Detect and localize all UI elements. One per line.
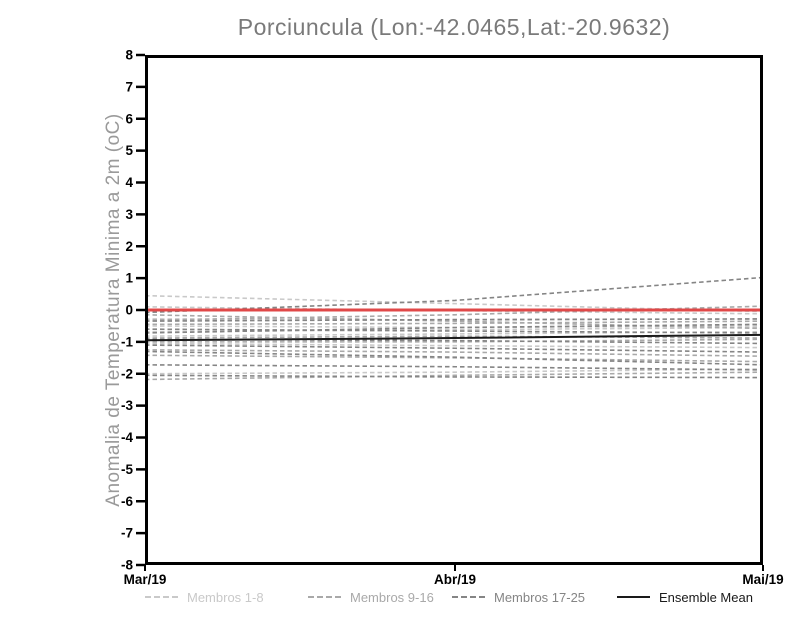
members-9-16	[144, 305, 764, 321]
members-1-8	[144, 330, 764, 337]
legend-label: Membros 17-25	[494, 589, 586, 605]
x-tick-label: Mar/19	[124, 572, 167, 587]
y-tick-label: -4	[121, 430, 133, 445]
x-tick-label: Abr/19	[434, 572, 476, 587]
y-tick-label: 6	[125, 111, 133, 126]
members-17-25	[144, 350, 764, 366]
members-17-25	[144, 338, 764, 345]
legend-label: Ensemble Mean	[659, 589, 753, 605]
y-tick-label: 3	[125, 207, 133, 222]
members-9-16	[144, 313, 764, 330]
y-tick-label: 0	[125, 303, 133, 318]
legend-entry: Membros 1-8	[145, 586, 264, 608]
members-9-16	[144, 349, 764, 358]
chart-title: Porciuncula (Lon:-42.0465,Lat:-20.9632)	[237, 14, 671, 40]
members-1-8	[144, 326, 764, 333]
legend-label: Membros 9-16	[350, 589, 434, 605]
plot-frame	[145, 55, 763, 565]
members-9-16	[144, 335, 764, 339]
legend-sample	[145, 596, 178, 598]
members-9-16	[145, 338, 764, 343]
members-9-16	[144, 320, 764, 326]
x-tick-label: Mai/19	[742, 572, 783, 587]
y-tick-label: 7	[125, 79, 133, 94]
members-1-8	[144, 368, 764, 375]
members-1-8	[144, 294, 764, 313]
members-17-25	[144, 344, 764, 353]
y-tick-label: -3	[121, 398, 133, 413]
ensemble-mean-line	[144, 333, 764, 342]
members-9-16	[144, 354, 764, 363]
y-tick-label: 1	[125, 271, 133, 286]
y-tick-label: -6	[121, 494, 133, 509]
legend: Membros 1-8 Membros 9-16 Membros 17-25 E…	[0, 586, 800, 608]
y-tick-label: -8	[121, 558, 133, 573]
legend-entry: Ensemble Mean	[617, 586, 753, 608]
members-17-25	[144, 276, 764, 314]
legend-entry: Membros 9-16	[308, 586, 434, 608]
y-axis-title: Anomalia de Temperatura Minima a 2m (oC)	[103, 113, 124, 507]
y-tick-label: 5	[125, 143, 133, 158]
legend-entry: Membros 17-25	[452, 586, 585, 608]
legend-sample	[452, 596, 485, 598]
legend-sample	[617, 596, 650, 598]
y-tick-label: -7	[121, 526, 133, 541]
y-tick-label: -2	[121, 366, 133, 381]
members-1-8	[144, 342, 764, 349]
members-17-25	[144, 323, 764, 334]
y-tick-label: -5	[121, 462, 133, 477]
y-tick-label: -1	[121, 334, 133, 349]
members-9-16	[144, 371, 764, 381]
members-17-25	[144, 374, 764, 379]
y-tick-label: 4	[125, 175, 133, 190]
y-tick-label: 8	[125, 48, 133, 63]
legend-sample	[308, 596, 341, 598]
legend-label: Membros 1-8	[187, 589, 264, 605]
y-tick-label: 2	[125, 239, 133, 254]
members-17-25	[144, 364, 764, 371]
members-17-25	[144, 318, 764, 322]
members-17-25	[144, 328, 764, 334]
